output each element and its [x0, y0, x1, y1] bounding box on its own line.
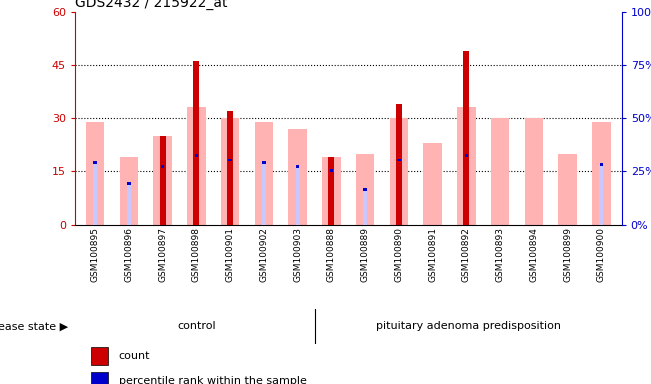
- Text: GSM100903: GSM100903: [293, 227, 302, 282]
- Bar: [86, 122, 104, 225]
- Text: GSM100888: GSM100888: [327, 227, 336, 282]
- Text: GSM100900: GSM100900: [597, 227, 606, 282]
- Text: disease state ▶: disease state ▶: [0, 321, 68, 331]
- Bar: [363, 189, 367, 225]
- Bar: [491, 118, 510, 225]
- Text: GDS2432 / 215922_at: GDS2432 / 215922_at: [75, 0, 227, 10]
- Bar: [159, 136, 165, 225]
- Bar: [296, 165, 299, 168]
- Bar: [228, 159, 232, 225]
- Bar: [255, 122, 273, 225]
- Bar: [195, 154, 199, 225]
- Bar: [464, 51, 469, 225]
- Bar: [91, 372, 107, 384]
- Bar: [161, 165, 164, 168]
- Text: GSM100894: GSM100894: [529, 227, 538, 282]
- Bar: [195, 154, 198, 157]
- Bar: [559, 154, 577, 225]
- Bar: [262, 161, 266, 225]
- Text: GSM100899: GSM100899: [563, 227, 572, 282]
- Bar: [120, 157, 138, 225]
- Bar: [93, 161, 97, 225]
- Bar: [457, 108, 476, 225]
- Bar: [465, 154, 468, 157]
- Text: GSM100897: GSM100897: [158, 227, 167, 282]
- Bar: [363, 189, 367, 191]
- Text: GSM100902: GSM100902: [259, 227, 268, 282]
- Bar: [161, 165, 165, 225]
- Text: percentile rank within the sample: percentile rank within the sample: [118, 376, 307, 384]
- Text: GSM100890: GSM100890: [395, 227, 404, 282]
- Bar: [356, 154, 374, 225]
- Bar: [229, 159, 232, 161]
- Text: GSM100892: GSM100892: [462, 227, 471, 282]
- Bar: [262, 161, 266, 164]
- Bar: [390, 118, 408, 225]
- Bar: [322, 157, 340, 225]
- Bar: [592, 122, 611, 225]
- Bar: [94, 161, 97, 164]
- Bar: [464, 154, 469, 225]
- Text: control: control: [177, 321, 215, 331]
- Text: GSM100896: GSM100896: [124, 227, 133, 282]
- Text: GSM100898: GSM100898: [192, 227, 201, 282]
- Text: GSM100901: GSM100901: [226, 227, 234, 282]
- Bar: [154, 136, 172, 225]
- Bar: [227, 111, 233, 225]
- Bar: [187, 108, 206, 225]
- Bar: [525, 118, 543, 225]
- Bar: [91, 347, 107, 366]
- Bar: [397, 159, 401, 225]
- Bar: [329, 169, 333, 225]
- Bar: [221, 118, 240, 225]
- Bar: [288, 129, 307, 225]
- Bar: [329, 169, 333, 172]
- Text: count: count: [118, 351, 150, 361]
- Bar: [127, 182, 131, 185]
- Text: GSM100889: GSM100889: [361, 227, 370, 282]
- Text: GSM100893: GSM100893: [495, 227, 505, 282]
- Text: GSM100895: GSM100895: [90, 227, 100, 282]
- Bar: [396, 104, 402, 225]
- Bar: [397, 159, 400, 161]
- Bar: [127, 182, 131, 225]
- Bar: [600, 163, 603, 225]
- Bar: [328, 157, 335, 225]
- Bar: [423, 143, 442, 225]
- Bar: [193, 61, 199, 225]
- Bar: [600, 163, 603, 166]
- Text: GSM100891: GSM100891: [428, 227, 437, 282]
- Text: pituitary adenoma predisposition: pituitary adenoma predisposition: [376, 321, 561, 331]
- Bar: [296, 165, 299, 225]
